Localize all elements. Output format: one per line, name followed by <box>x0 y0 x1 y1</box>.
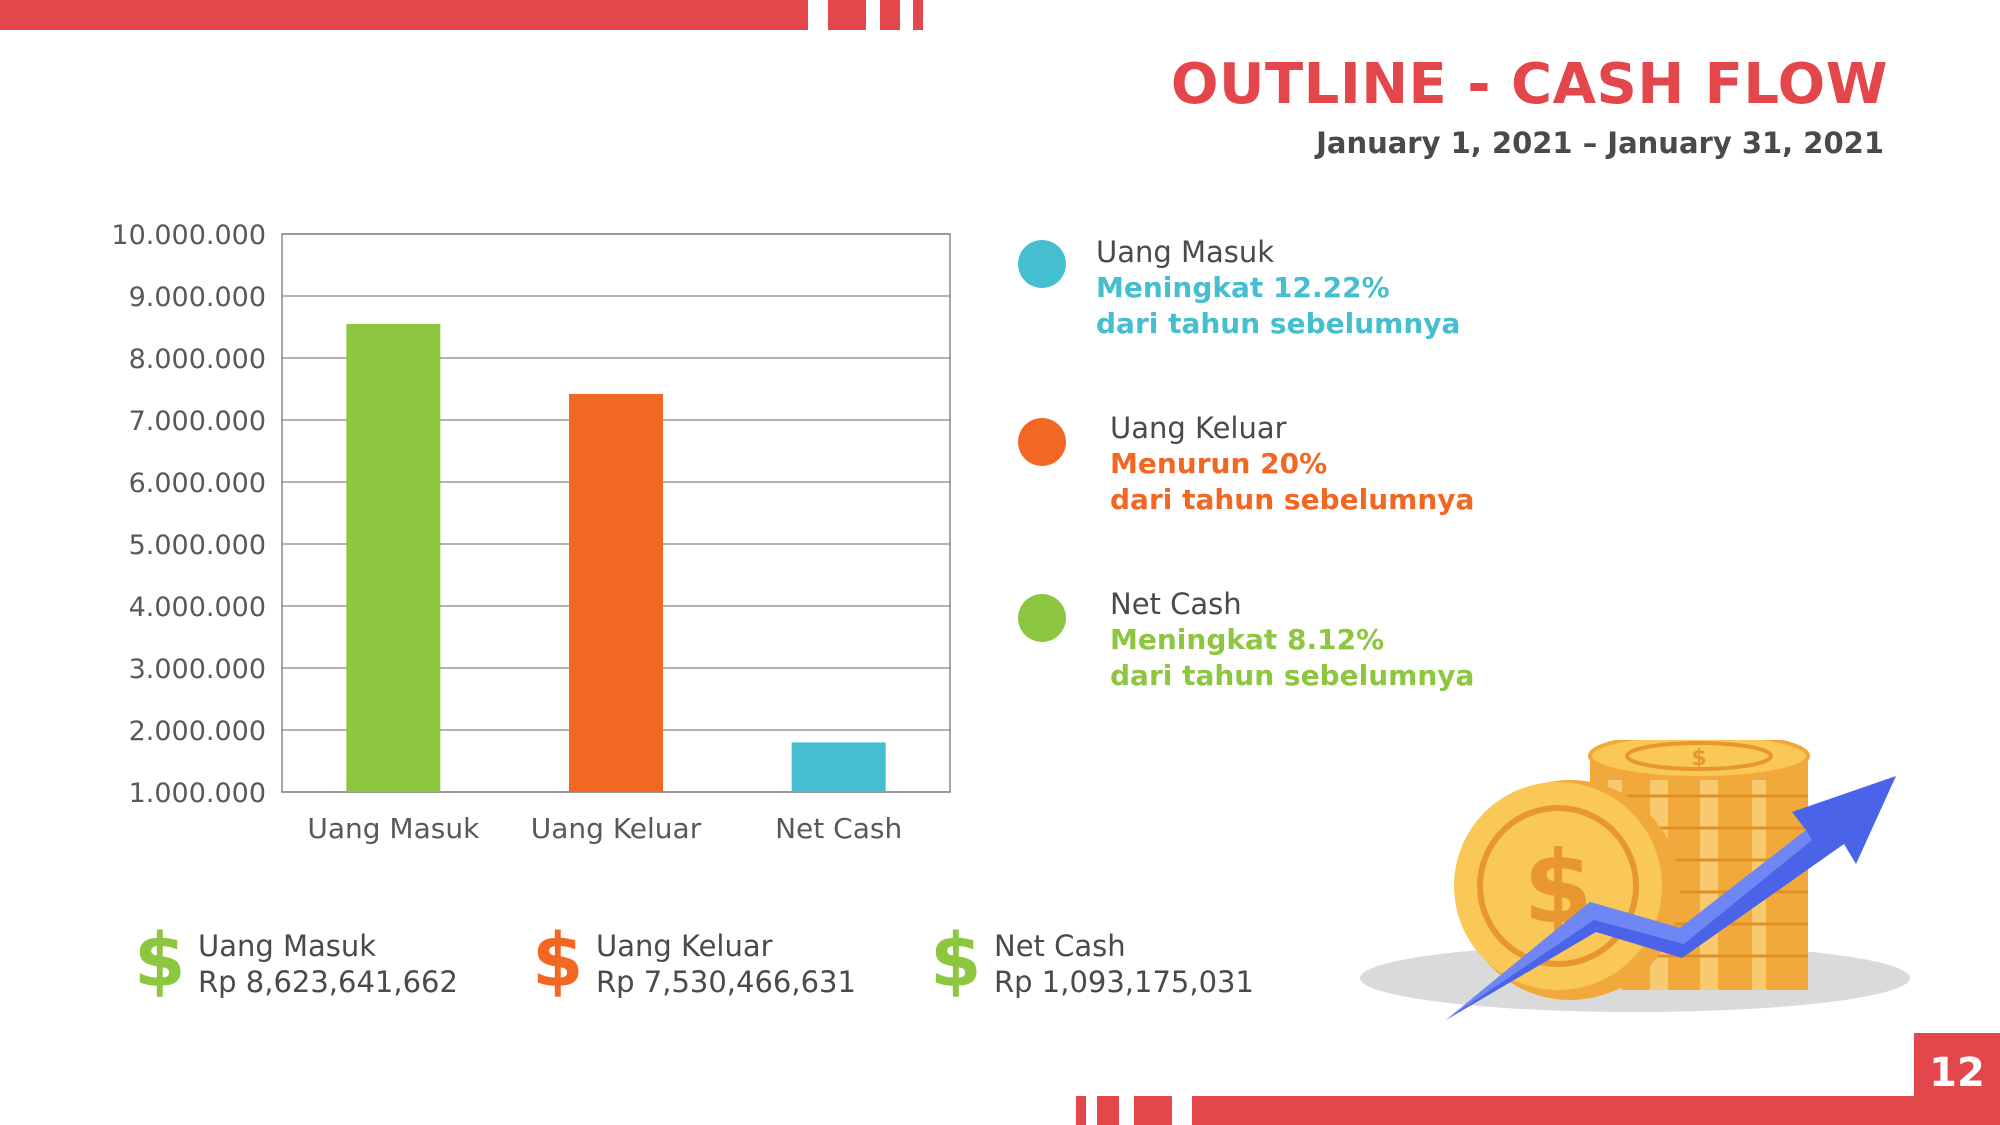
bottom-accent-stripe <box>1134 1096 1172 1125</box>
date-range: January 1, 2021 – January 31, 2021 <box>1316 126 1884 160</box>
legend-name: Uang Keluar <box>1110 411 1287 445</box>
page-number: 12 <box>1914 1033 2000 1113</box>
coins-growth-arrow-illustration: $ $ <box>1360 740 1910 1020</box>
summary-label: Net Cash <box>994 929 1126 963</box>
top-accent-stripe <box>880 0 900 30</box>
top-accent-stripe <box>828 0 866 30</box>
bar <box>346 323 441 792</box>
dollar-icon: $ <box>930 918 982 1004</box>
summary-label: Uang Keluar <box>596 929 773 963</box>
y-tick-label: 7.000.000 <box>129 406 266 437</box>
dollar-icon: $ <box>532 918 584 1004</box>
summary-label: Uang Masuk <box>198 929 377 963</box>
legend-change: Meningkat 12.22% <box>1096 271 1390 304</box>
summary-value: Rp 7,530,466,631 <box>596 965 856 999</box>
y-tick-label: 2.000.000 <box>129 716 266 747</box>
legend-change: Menurun 20% <box>1110 447 1328 480</box>
legend-dot <box>1018 594 1066 642</box>
top-accent-bar <box>0 0 808 30</box>
dollar-icon: $ <box>134 918 186 1004</box>
legend-note: dari tahun sebelumnya <box>1096 307 1461 340</box>
bar <box>791 742 886 792</box>
x-tick-label: Net Cash <box>775 812 902 845</box>
x-tick-label: Uang Masuk <box>307 812 480 845</box>
y-tick-label: 10.000.000 <box>111 220 266 251</box>
bottom-accent-stripe <box>1076 1096 1086 1125</box>
bottom-accent-stripe <box>1097 1096 1119 1125</box>
summary-value: Rp 1,093,175,031 <box>994 965 1254 999</box>
bar <box>569 393 663 792</box>
legend-name: Net Cash <box>1110 587 1242 621</box>
legend-note: dari tahun sebelumnya <box>1110 483 1475 516</box>
svg-text:$: $ <box>1691 746 1706 771</box>
y-tick-label: 5.000.000 <box>129 530 266 561</box>
x-tick-label: Uang Keluar <box>531 812 702 845</box>
front-coin: $ <box>1454 780 1680 1000</box>
bottom-accent-bar <box>1192 1096 2000 1125</box>
y-tick-label: 9.000.000 <box>129 282 266 313</box>
legend-dot <box>1018 418 1066 466</box>
legend-dot <box>1018 240 1066 288</box>
top-accent-stripe <box>913 0 923 30</box>
legend-change: Meningkat 8.12% <box>1110 623 1385 656</box>
y-tick-label: 4.000.000 <box>129 592 266 623</box>
slide-title: OUTLINE - CASH FLOW <box>1170 52 1888 117</box>
legend-name: Uang Masuk <box>1096 235 1275 269</box>
y-tick-label: 6.000.000 <box>129 468 266 499</box>
growth-arrow-icon <box>1446 776 1896 1020</box>
legend-note: dari tahun sebelumnya <box>1110 659 1475 692</box>
y-tick-label: 8.000.000 <box>129 344 266 375</box>
cash-flow-bar-chart: 1.000.000 2.000.000 3.000.000 4.000.000 5.00… <box>111 220 951 845</box>
y-tick-label: 3.000.000 <box>129 654 266 685</box>
y-tick-label: 1.000.000 <box>129 778 266 809</box>
summary-value: Rp 8,623,641,662 <box>198 965 458 999</box>
